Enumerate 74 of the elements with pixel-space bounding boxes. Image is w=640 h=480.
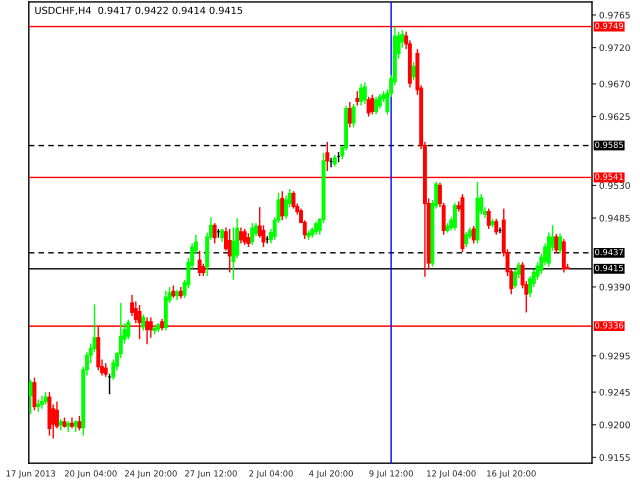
ref-line-label: 0.9585	[595, 142, 623, 148]
x-tick-label: 9 Jul 12:00	[369, 470, 413, 478]
candlestick	[66, 420, 70, 433]
candlestick	[306, 230, 310, 241]
y-tick-label: 0.9720	[600, 44, 630, 52]
x-tick-label: 12 Jul 04:00	[427, 470, 476, 478]
candlestick	[40, 395, 44, 410]
candlestick	[325, 141, 330, 172]
candlestick	[78, 415, 82, 432]
candlestick	[198, 250, 202, 277]
candlestick	[238, 226, 243, 244]
candlestick	[62, 416, 66, 428]
candlestick	[104, 362, 108, 378]
y-tick-label: 0.9625	[600, 113, 630, 120]
x-tick-label: 16 Jul 20:00	[487, 470, 536, 478]
chart-title: USDCHF,H4 0.9417 0.9422 0.9414 0.9415	[35, 6, 242, 16]
candlestick	[280, 190, 284, 221]
x-tick-label: 27 Jun 12:00	[185, 470, 237, 478]
y-tick-label: 0.9200	[600, 421, 630, 428]
candlestick	[145, 316, 150, 345]
candlestick	[366, 96, 371, 118]
x-tick-label: 24 Jun 20:00	[124, 470, 177, 478]
candlestick	[36, 398, 40, 412]
candlestick	[126, 318, 130, 340]
candlestick	[359, 83, 364, 106]
candlestick	[554, 233, 558, 254]
candlestick	[28, 379, 33, 415]
candlestick	[355, 90, 360, 106]
candlestick	[201, 263, 206, 277]
candlestick	[58, 418, 63, 432]
candlestick	[32, 376, 36, 411]
ref-line-label: 0.9749	[595, 22, 624, 29]
candlestick	[250, 222, 254, 246]
ref-line-label: 0.9336	[595, 322, 624, 329]
candlestick	[314, 220, 318, 236]
y-tick-label: 0.9295	[600, 352, 630, 360]
y-tick-label: 0.9530	[600, 182, 630, 189]
candlestick	[220, 228, 224, 243]
x-tick-label: 2 Jul 04:00	[249, 470, 293, 478]
candlestick	[212, 222, 217, 244]
candlestick	[452, 202, 457, 232]
candlestick	[141, 314, 146, 332]
x-tick-label: 17 Jun 2013	[6, 470, 56, 478]
y-tick-label: 0.9485	[600, 214, 630, 222]
candlestick	[175, 289, 180, 301]
candlestick	[332, 154, 337, 168]
candlestick	[362, 82, 367, 105]
y-tick-label: 0.9155	[600, 454, 630, 461]
candlestick	[44, 391, 48, 406]
candlestick	[412, 61, 416, 81]
candlestick	[374, 96, 378, 116]
ref-line-label: 0.9415	[595, 264, 623, 272]
x-tick-label: 20 Jun 04:00	[64, 470, 117, 478]
candlestick	[472, 225, 476, 244]
x-tick-label: 4 Jul 20:00	[309, 470, 353, 478]
y-tick-label: 0.9245	[600, 388, 630, 396]
ref-line-label: 0.9437	[595, 248, 624, 256]
candlestick	[352, 103, 356, 128]
y-tick-label: 0.9390	[600, 284, 630, 291]
ref-line-label: 0.9541	[595, 174, 623, 180]
candlestick	[494, 218, 498, 236]
y-tick-label: 0.9765	[600, 12, 630, 19]
candlestick	[464, 231, 468, 248]
candlestick	[370, 94, 374, 116]
candlestick	[70, 416, 74, 430]
candlestick	[160, 318, 164, 332]
candlestick	[558, 232, 562, 254]
candlestick	[348, 101, 352, 128]
candlestick	[246, 232, 250, 248]
candlestick	[242, 228, 247, 246]
candlestick	[74, 420, 78, 433]
y-tick-label: 0.9670	[600, 80, 630, 88]
candlestick	[486, 208, 491, 230]
candlestick	[228, 228, 232, 274]
